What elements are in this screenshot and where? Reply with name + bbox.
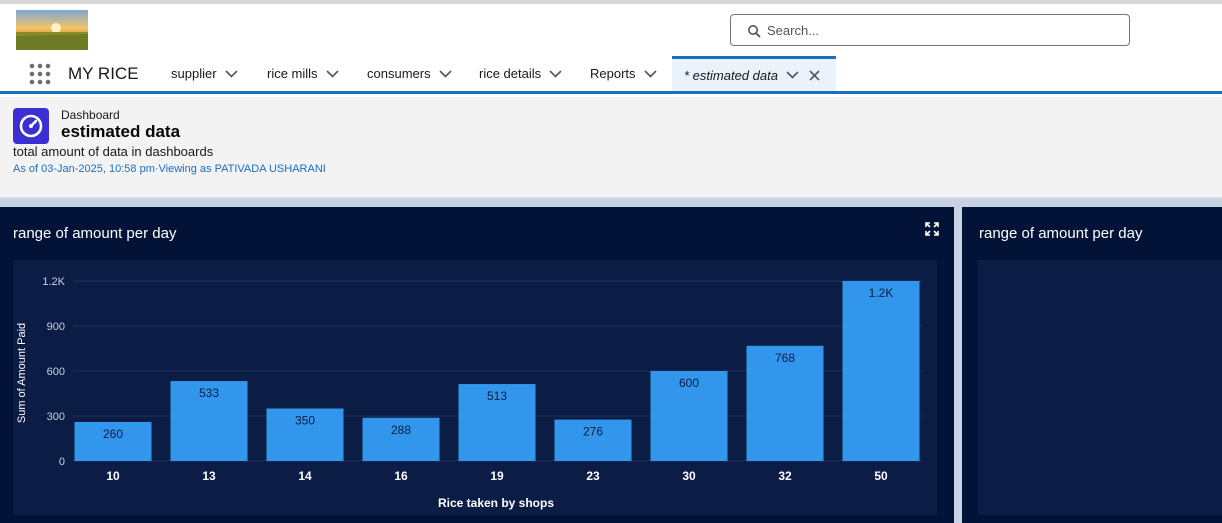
data-label: 288	[391, 423, 411, 437]
widget-title: range of amount per day	[979, 225, 1143, 242]
bar-23[interactable]	[554, 419, 632, 461]
data-label: 533	[199, 386, 219, 400]
nav-item-reports[interactable]: Reports	[590, 56, 657, 91]
bar-30[interactable]	[650, 371, 728, 461]
nav-item-label: rice mills	[267, 66, 318, 81]
dashboard-header: Dashboard estimated data total amount of…	[0, 97, 1222, 198]
tab-label: * estimated data	[684, 67, 778, 83]
dashboard-canvas: range of amount per day 0 300 600 900 1.2K 2…	[0, 198, 1222, 523]
nav-item-consumers[interactable]: consumers	[367, 56, 452, 91]
page-title: estimated data	[61, 122, 181, 141]
bar-50[interactable]	[842, 281, 920, 461]
grid-icon[interactable]	[28, 62, 52, 86]
dashboard-description: total amount of data in dashboards	[13, 144, 214, 159]
bar-14[interactable]	[266, 408, 344, 462]
bar-13[interactable]	[170, 381, 248, 461]
y-tick-label: 900	[47, 321, 65, 333]
app-name: MY RICE	[68, 64, 139, 83]
nav-item-rice-details[interactable]: rice details	[479, 56, 562, 91]
x-tick-label: 50	[874, 469, 888, 483]
chart-area	[978, 260, 1222, 515]
nav-item-label: rice details	[479, 66, 542, 81]
gauge-icon	[13, 108, 49, 144]
nav-item-rice-mills[interactable]: rice mills	[267, 56, 339, 91]
nav-item-label: Reports	[590, 66, 636, 81]
close-icon[interactable]	[809, 69, 820, 81]
data-label: 600	[679, 376, 699, 390]
chevron-down-icon[interactable]	[224, 69, 238, 78]
bar-10[interactable]	[74, 422, 152, 461]
global-search[interactable]	[730, 14, 1130, 46]
widget-title: range of amount per day	[13, 225, 177, 242]
app-nav-bar: MY RICE supplier rice mills consumers ri…	[0, 56, 1222, 94]
y-tick-label: 600	[47, 366, 65, 378]
x-tick-label: 16	[394, 469, 408, 483]
chevron-down-icon[interactable]	[549, 69, 562, 78]
record-type-label: Dashboard	[61, 108, 120, 122]
x-axis-label: Rice taken by shops	[438, 496, 554, 510]
chevron-down-icon[interactable]	[786, 71, 799, 79]
bar-19[interactable]	[458, 384, 536, 461]
bar-16[interactable]	[362, 417, 440, 461]
y-tick-label: 0	[59, 456, 65, 468]
x-tick-label: 30	[682, 469, 696, 483]
x-tick-label: 14	[298, 469, 312, 483]
data-label: 768	[775, 351, 795, 365]
data-label: 276	[583, 425, 603, 439]
search-input[interactable]	[767, 15, 1117, 45]
chevron-down-icon[interactable]	[439, 69, 452, 78]
chart-widget[interactable]: range of amount per day 0 300 600 900 1.2K 2…	[0, 207, 954, 523]
y-tick-label: 300	[47, 411, 65, 423]
nav-item-label: supplier	[171, 66, 217, 81]
chart-widget-secondary[interactable]: range of amount per day	[962, 207, 1222, 523]
nav-item-supplier[interactable]: supplier	[171, 56, 238, 91]
bar-chart: 0 300 600 900 1.2K 260 533 350 288 513 276 600 768 1…	[16, 276, 923, 510]
global-header	[0, 0, 1222, 56]
data-label: 1.2K	[869, 286, 894, 300]
chart-area: 0 300 600 900 1.2K 260 533 350 288 513 276 600 768 1…	[13, 260, 937, 515]
x-tick-label: 13	[202, 469, 216, 483]
data-label: 260	[103, 427, 123, 441]
x-tick-label: 32	[778, 469, 792, 483]
search-icon	[748, 25, 761, 38]
data-label: 350	[295, 414, 315, 428]
chevron-down-icon[interactable]	[643, 69, 657, 78]
chevron-down-icon[interactable]	[325, 69, 339, 78]
x-tick-label: 23	[586, 469, 600, 483]
y-tick-label: 1.2K	[42, 276, 65, 288]
expand-icon[interactable]	[925, 222, 939, 236]
tab-estimated-data[interactable]: * estimated data	[672, 56, 836, 91]
x-tick-label: 19	[490, 469, 504, 483]
nav-item-label: consumers	[367, 66, 431, 81]
x-tick-label: 10	[106, 469, 120, 483]
app-logo[interactable]	[16, 10, 88, 50]
y-axis-label: Sum of Amount Paid	[16, 323, 28, 423]
dashboard-meta[interactable]: As of 03-Jan-2025, 10:58 pm·Viewing as P…	[13, 163, 326, 175]
data-label: 513	[487, 389, 507, 403]
bar-32[interactable]	[746, 345, 824, 461]
